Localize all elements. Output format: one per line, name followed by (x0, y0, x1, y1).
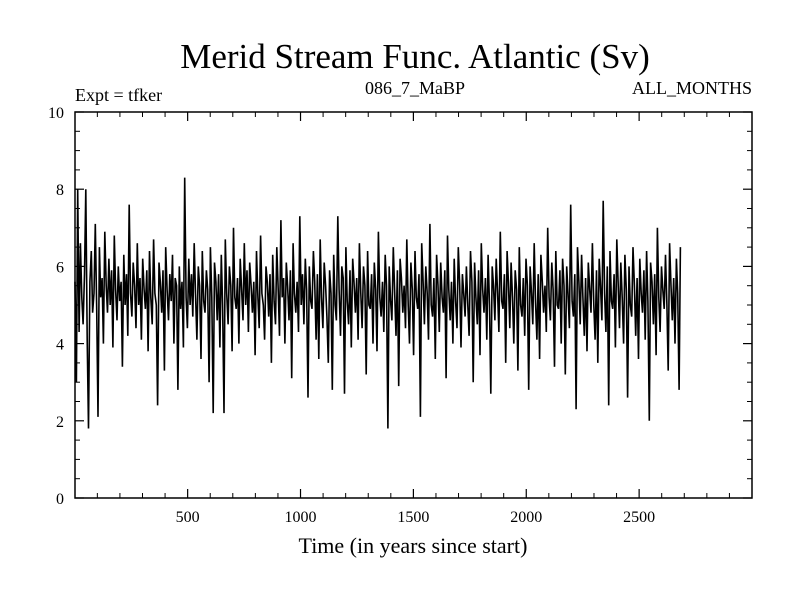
series-line-0 (74, 177, 682, 429)
x-tick-label: 2500 (623, 509, 655, 526)
x-tick-label: 1500 (397, 509, 429, 526)
x-axis-label: Time (in years since start) (299, 533, 528, 558)
y-tick-label: 0 (56, 491, 64, 508)
x-tick-label: 2000 (510, 509, 542, 526)
y-tick-label: 2 (56, 414, 64, 431)
x-tick-label: 1000 (285, 509, 317, 526)
y-tick-label: 4 (56, 337, 64, 354)
chart-subtitle-right: ALL_MONTHS (632, 78, 752, 98)
chart-title: Merid Stream Func. Atlantic (Sv) (180, 37, 650, 76)
chart-subtitle-center: 086_7_MaBP (365, 78, 465, 98)
tick-layer: 500 1000 1500 2000 2500 0 2 4 6 8 10 (48, 105, 752, 526)
y-tick-label: 6 (56, 259, 64, 276)
x-tick-label: 500 (176, 509, 200, 526)
chart-subtitle-left: Expt = tfker (75, 85, 162, 105)
series-layer (74, 177, 682, 429)
y-tick-label: 8 (56, 182, 64, 199)
y-tick-label: 10 (48, 105, 64, 122)
plot-frame (74, 111, 753, 499)
